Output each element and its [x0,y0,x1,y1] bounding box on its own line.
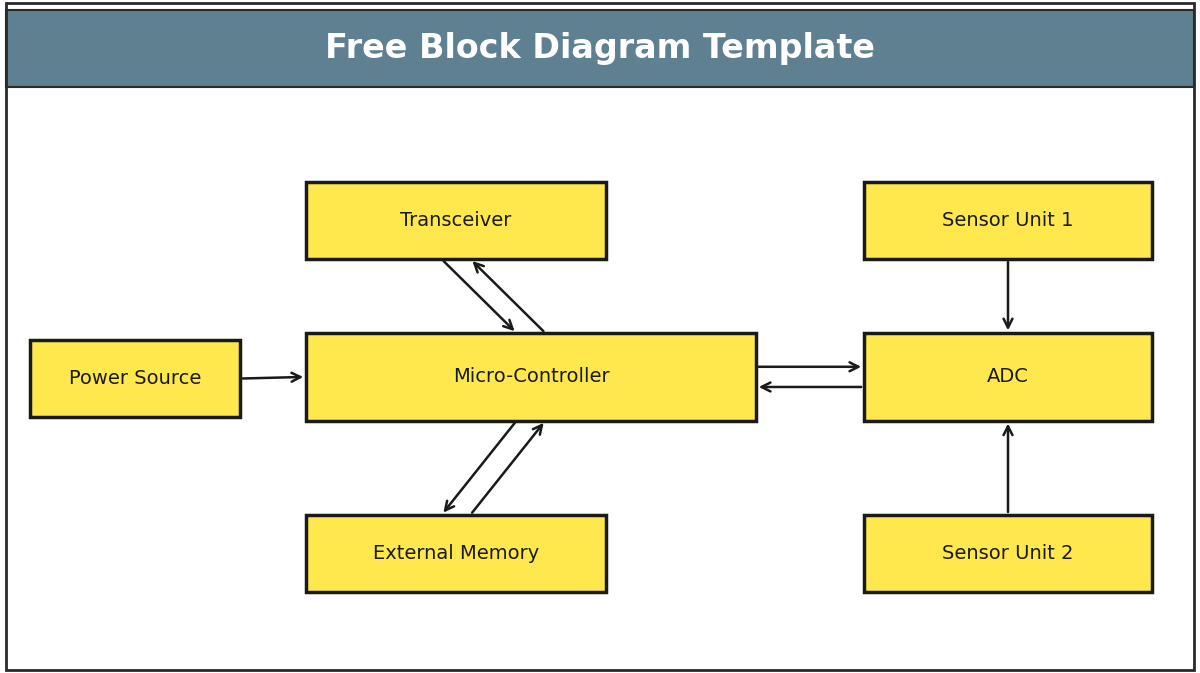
Bar [306,515,606,592]
Text: Free Block Diagram Template: Free Block Diagram Template [325,32,875,65]
Text: Sensor Unit 2: Sensor Unit 2 [942,544,1074,563]
Bar [306,333,756,421]
Bar [864,333,1152,421]
Text: Sensor Unit 1: Sensor Unit 1 [942,211,1074,230]
Bar [864,182,1152,259]
Bar [30,340,240,417]
Text: Micro-Controller: Micro-Controller [452,367,610,386]
Text: Power Source: Power Source [68,369,202,388]
Bar [306,182,606,259]
Text: External Memory: External Memory [373,544,539,563]
Bar [864,515,1152,592]
Text: Transceiver: Transceiver [401,211,511,230]
Text: ADC: ADC [988,367,1028,386]
Bar [6,10,1194,87]
